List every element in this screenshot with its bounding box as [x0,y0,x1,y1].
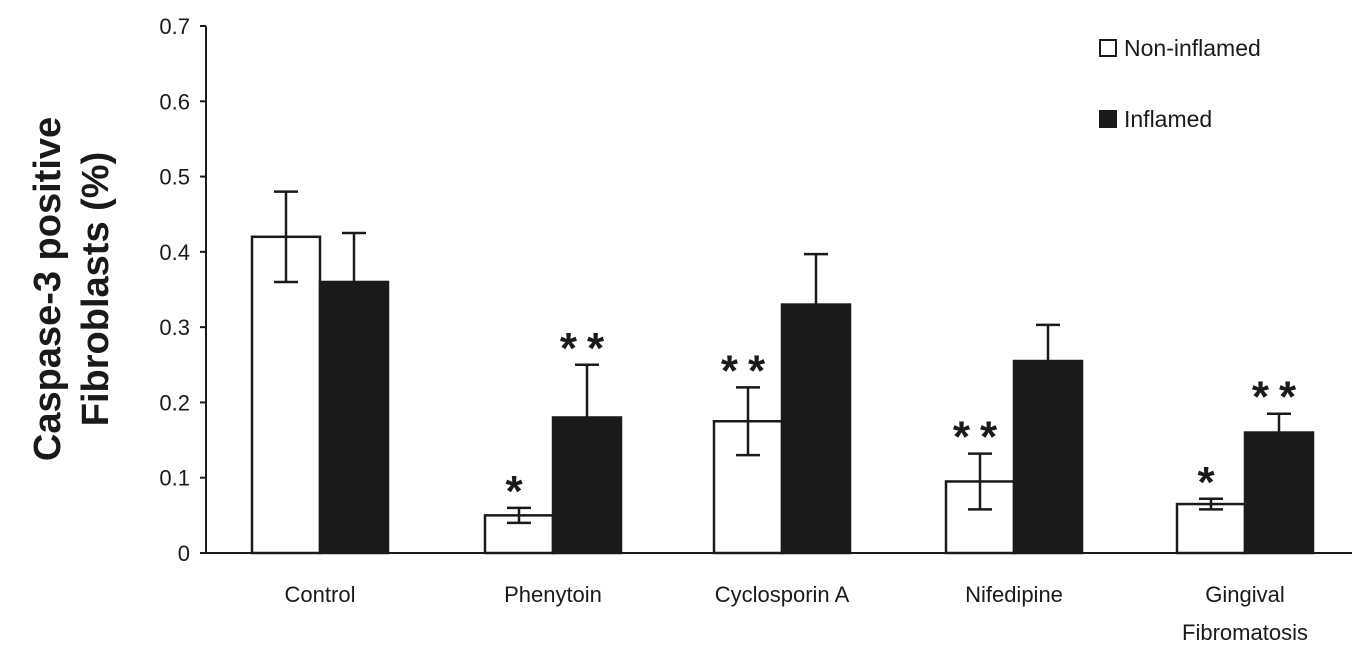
legend-swatch [1099,39,1117,57]
legend-label: Inflamed [1124,106,1212,132]
significance-marker: ** [953,413,1007,462]
category-label: Gingival [1205,582,1284,607]
significance-marker: ** [560,324,614,373]
significance-marker: * [505,467,532,516]
y-ticks: 0 0.1 0.2 0.3 0.4 0.5 0.6 0.7 [159,14,206,566]
legend-swatch [1099,110,1117,128]
y-tick-label: 0.3 [159,315,190,340]
error-bars [274,190,1291,525]
significance-markers: ********** [505,324,1306,516]
bar-inflamed-0 [318,280,390,555]
bar-non-inflamed-3 [944,480,1016,555]
significance-marker: ** [721,346,775,395]
category-label: Control [285,582,356,607]
category-label: Phenytoin [504,582,602,607]
significance-marker: ** [1252,373,1306,422]
category-labels: Control Phenytoin Cyclosporin A Nifedipine G… [285,582,1308,645]
bar-non-inflamed-0 [250,235,322,555]
y-axis-label-line: Fibroblasts (%) [75,152,117,426]
y-axis-label-line: Caspase-3 positive [27,117,69,461]
y-tick-label: 0.6 [159,89,190,114]
y-tick-label: 0.4 [159,240,190,265]
bar-inflamed-1 [551,416,623,555]
bar-inflamed-2 [780,303,852,555]
y-tick-label: 0.7 [159,14,190,39]
bar-inflamed-4 [1243,431,1315,555]
category-label: Cyclosporin A [715,582,850,607]
bar-inflamed-3 [1012,359,1084,555]
y-tick-label: 0.5 [159,165,190,190]
category-label: Nifedipine [965,582,1063,607]
y-tick-label: 0.1 [159,466,190,491]
significance-marker: * [1197,458,1224,507]
bars [250,235,1315,555]
y-axis-label: Caspase-3 positive Fibroblasts (%) [27,117,117,461]
bar-non-inflamed-4 [1175,502,1247,555]
y-tick-label: 0 [178,541,190,566]
y-tick-label: 0.2 [159,390,190,415]
legend: Non-inflamed Inflamed [1099,35,1261,132]
category-label: Fibromatosis [1182,620,1308,645]
legend-label: Non-inflamed [1124,35,1261,61]
